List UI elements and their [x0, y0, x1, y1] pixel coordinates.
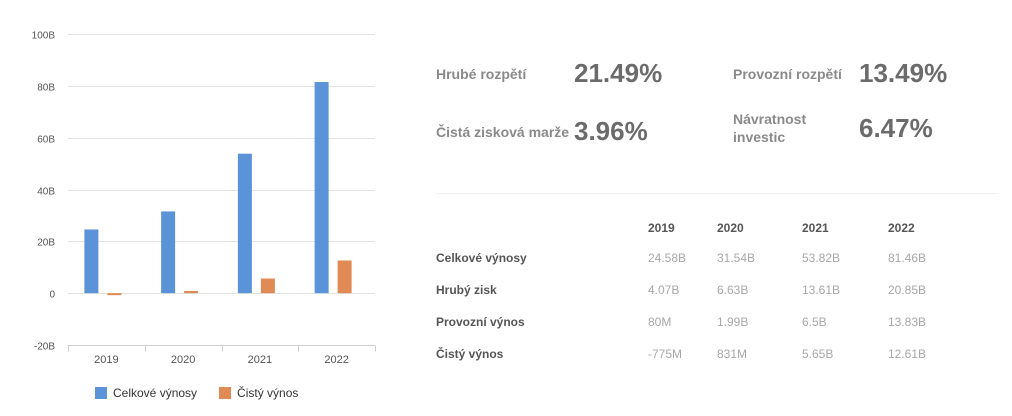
table-header-year: 2019: [648, 221, 675, 235]
x-tick-label: 2020: [171, 354, 195, 366]
y-tick-label: 40B: [37, 187, 55, 198]
table-cell: 1.99B: [717, 315, 749, 329]
ratio-metrics: Hrubé rozpětí 21.49% Provozní rozpětí 13…: [436, 52, 996, 162]
table-cell: 5.65B: [802, 347, 834, 361]
table-cell: 4.07B: [648, 283, 680, 297]
chart-legend: Celkové výnosy Čistý výnos: [95, 386, 320, 400]
table-cell: 80M: [648, 315, 672, 329]
legend-label: Celkové výnosy: [113, 386, 198, 400]
metric-label: Hrubé rozpětí: [436, 65, 527, 82]
y-tick-label: 60B: [37, 135, 55, 146]
row-label: Celkové výnosy: [436, 251, 527, 265]
metric-net-margin: Čistá zisková marže 3.96%: [436, 116, 648, 147]
table-header-empty: [436, 214, 648, 242]
bar-celkove-vynosy: [314, 82, 329, 294]
table-cell: 12.61B: [888, 347, 927, 361]
x-tick-label: 2021: [248, 354, 272, 366]
legend-label: Čistý výnos: [237, 386, 299, 400]
legend-swatch-orange-icon: [219, 387, 232, 399]
x-tick-label: 2022: [324, 354, 348, 366]
table-header-row: 2019 2020 2021 2022: [436, 214, 968, 242]
bar-chart: 100B 80B 60B 40B 20B 0 -20B 2019 2020 2021 2022 Ce…: [0, 0, 400, 416]
bar-cisty-vynos: [184, 291, 199, 294]
legend-item-celkove-vynosy[interactable]: Celkové výnosy: [95, 386, 197, 400]
y-tick-label: -20B: [34, 342, 55, 353]
bar-cisty-vynos: [107, 293, 122, 296]
bar-celkove-vynosy: [84, 229, 99, 294]
bar-celkove-vynosy: [161, 211, 176, 294]
table-cell: 53.82B: [802, 251, 841, 265]
section-divider: [436, 193, 998, 194]
x-tick-label: 2019: [94, 354, 118, 366]
metric-value: 21.49%: [574, 58, 663, 88]
bar-cisty-vynos: [337, 260, 352, 294]
table-header-year: 2022: [888, 221, 915, 235]
table-cell: 13.61B: [802, 283, 841, 297]
row-label: Provozní výnos: [436, 315, 525, 329]
table-row: Provozní výnos 80M 1.99B 6.5B 13.83B: [436, 306, 968, 338]
table-cell: 31.54B: [717, 251, 756, 265]
metric-label: Čistá zisková marže: [436, 123, 570, 140]
row-label: Hrubý zisk: [436, 283, 497, 297]
table-cell: 13.83B: [888, 315, 927, 329]
y-tick-label: 80B: [37, 83, 55, 94]
chart-plot-area: 100B 80B 60B 40B 20B 0 -20B 2019 2020 2021 2022: [32, 31, 376, 366]
table-cell: 81.46B: [888, 251, 927, 265]
table-cell: 24.58B: [648, 251, 687, 265]
metric-gross-margin: Hrubé rozpětí 21.49%: [436, 58, 662, 89]
y-tick-label: 0: [49, 290, 55, 301]
row-label: Čistý výnos: [436, 347, 504, 361]
y-tick-label: 100B: [32, 31, 56, 42]
metric-label: Provozní rozpětí: [733, 65, 842, 82]
metric-value: 6.47%: [859, 112, 933, 143]
financials-table: 2019 2020 2021 2022 Celkové výnosy 24.58…: [436, 214, 968, 370]
metric-value: 3.96%: [574, 116, 648, 146]
table-row: Čistý výnos -775M 831M 5.65B 12.61B: [436, 338, 968, 370]
legend-swatch-blue-icon: [95, 387, 107, 399]
table-cell: -775M: [648, 347, 683, 361]
table-cell: 20.85B: [888, 283, 927, 297]
y-tick-label: 20B: [37, 238, 55, 249]
metric-label: Návratnost investic: [733, 111, 807, 145]
table-row: Hrubý zisk 4.07B 6.63B 13.61B 20.85B: [436, 274, 968, 306]
metric-value: 13.49%: [859, 58, 948, 88]
table-header-year: 2020: [717, 221, 744, 235]
table-header-year: 2021: [802, 221, 829, 235]
bar-cisty-vynos: [260, 278, 275, 294]
table-cell: 6.63B: [717, 283, 749, 297]
table-cell: 831M: [717, 347, 748, 361]
table-row: Celkové výnosy 24.58B 31.54B 53.82B 81.4…: [436, 242, 968, 274]
table-cell: 6.5B: [802, 315, 827, 329]
metric-return-on-investment: Návratnost investic 6.47%: [733, 110, 933, 146]
metric-operating-margin: Provozní rozpětí 13.49%: [733, 58, 947, 89]
bar-celkove-vynosy: [237, 153, 252, 294]
legend-item-cisty-vynos[interactable]: Čistý výnos: [219, 386, 298, 400]
